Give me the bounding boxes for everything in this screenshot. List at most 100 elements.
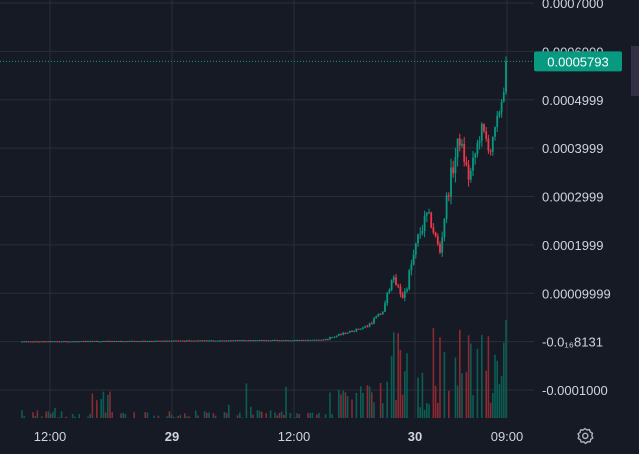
time-axis[interactable]: 12:00 29 12:00 30 09:00 — [34, 429, 524, 444]
volume-bar — [195, 410, 197, 418]
volume-bar — [21, 410, 23, 418]
volume-bar — [338, 389, 340, 418]
volume-bar — [45, 411, 47, 418]
candle-body — [346, 332, 349, 334]
candle-body — [45, 341, 48, 343]
candle-body — [260, 340, 263, 342]
candle-body — [212, 340, 215, 342]
candle-body — [337, 334, 340, 336]
volume-bar — [448, 390, 450, 418]
volume-bar — [36, 410, 39, 418]
volume-bar — [34, 415, 36, 418]
price-axis[interactable]: 0.00070000.00060000.00049990.00039990.00… — [542, 0, 611, 398]
candle-body — [21, 341, 23, 343]
volume-bar — [360, 386, 362, 418]
candle-body — [73, 341, 76, 343]
candle-body — [102, 340, 105, 342]
candle-body — [32, 341, 34, 343]
candle-body — [351, 330, 353, 332]
candle-body — [414, 243, 417, 255]
candle-body — [491, 136, 494, 152]
volume-bar — [239, 412, 241, 418]
candle-body — [98, 341, 100, 343]
candle-body — [355, 328, 358, 332]
candle-body — [190, 340, 193, 342]
candle-body — [82, 341, 85, 343]
price-tick-label: 0.00009999 — [542, 286, 611, 301]
volume-bar — [89, 413, 91, 418]
volume-bar — [168, 411, 171, 418]
volume-bar — [443, 352, 446, 418]
candle-body — [188, 340, 191, 342]
volume-bar — [120, 413, 122, 418]
candle-body — [399, 286, 402, 294]
volume-bar — [417, 377, 419, 418]
candle-body — [124, 341, 127, 343]
candle-body — [397, 285, 400, 287]
candle-body — [386, 292, 389, 304]
candle-body — [320, 339, 323, 341]
volume-bar — [426, 402, 428, 418]
candle-body — [434, 232, 437, 237]
volume-bar — [340, 394, 342, 418]
candle-body — [381, 311, 384, 314]
volume-bar — [421, 372, 424, 418]
candle-body — [62, 341, 65, 343]
settings-gear-icon[interactable] — [575, 426, 595, 446]
toolbar-strip — [631, 46, 639, 96]
volume-bar — [439, 337, 441, 418]
volume-bar — [280, 411, 283, 418]
volume-bar — [102, 391, 105, 418]
candle-body — [326, 339, 329, 341]
candle-body — [241, 340, 243, 342]
candle-body — [49, 341, 52, 343]
volume-bar — [296, 413, 298, 418]
volume-bar — [265, 413, 267, 418]
candle-body — [153, 341, 155, 343]
candle-body — [106, 340, 109, 342]
volume-bar — [485, 370, 487, 418]
top-right-toolbar-strip — [631, 46, 639, 96]
candle-body — [65, 341, 67, 343]
candle-body — [364, 326, 367, 328]
candle-body — [485, 131, 488, 139]
candle-body — [29, 341, 32, 343]
candle-body — [271, 339, 274, 341]
candle-body — [177, 340, 180, 342]
volume-bar — [401, 394, 404, 418]
candle-body — [307, 339, 309, 341]
candle-body — [47, 341, 50, 343]
candle-body — [368, 323, 371, 327]
candle-body — [377, 313, 380, 317]
volume-bar — [122, 412, 124, 418]
volume-bar — [258, 410, 261, 418]
candle-body — [441, 237, 444, 253]
volume-bar — [109, 391, 111, 418]
volume-bar — [274, 412, 276, 418]
volume-bar — [252, 414, 254, 418]
candle-body — [379, 313, 382, 315]
volume-bar — [186, 416, 188, 418]
candle-body — [71, 341, 74, 343]
volume-bar — [472, 395, 474, 418]
candle-body — [465, 161, 468, 166]
candle-body — [214, 340, 217, 342]
candle-body — [252, 340, 254, 342]
candle-body — [225, 340, 228, 342]
candle-body — [456, 138, 459, 158]
candle-body — [280, 340, 283, 342]
volume-bar — [309, 413, 311, 418]
candle-body — [126, 341, 129, 343]
candle-body — [87, 341, 89, 343]
volume-bar — [228, 404, 230, 418]
volume-bar — [96, 400, 98, 418]
candle-body — [505, 61, 507, 92]
volume-bar — [393, 332, 395, 418]
candle-body — [359, 328, 362, 330]
volume-bar — [390, 355, 393, 418]
candle-body — [322, 339, 325, 341]
price-tick-label: 0.0007000 — [542, 0, 603, 11]
candle-body — [304, 339, 307, 341]
